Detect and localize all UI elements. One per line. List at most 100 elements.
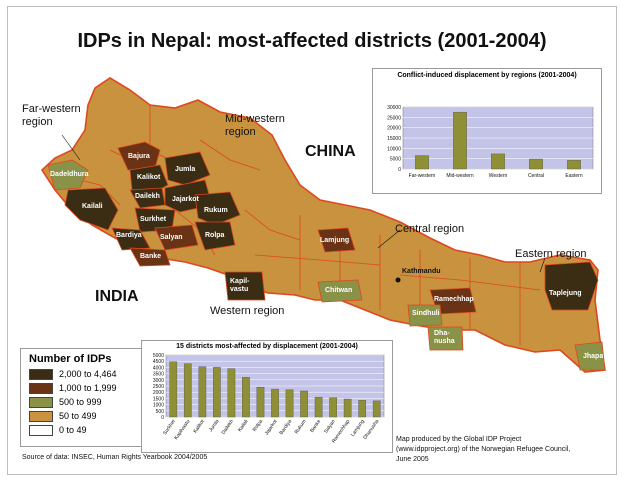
bar-jumla — [213, 367, 221, 418]
legend-swatch-5 — [29, 424, 53, 436]
district-jhapa-shape — [574, 341, 606, 371]
bar-farwestern — [415, 155, 429, 170]
region-label-far-western: Far-western region — [22, 103, 81, 128]
x-tick-label: Jumla — [208, 419, 221, 434]
regions-chart-panel: Conflict-induced displacement by regions… — [372, 68, 602, 194]
region-label-western: Western region — [210, 305, 285, 317]
district-label-bardiya: Bardiya — [116, 232, 142, 239]
bar-central — [529, 158, 543, 170]
bar-jajarkot — [271, 388, 279, 418]
x-tick-label: Rolpa — [252, 419, 265, 433]
x-tick-label: Kailali — [237, 419, 250, 433]
regions-chart-title: Conflict-induced displacement by regions… — [397, 72, 577, 79]
legend-label-1: 2,000 to 4,464 — [59, 369, 117, 379]
bar-rukum — [300, 390, 308, 418]
y-tick-label: 30000 — [387, 105, 401, 111]
y-tick-label: 0 — [161, 415, 164, 421]
bar-dailekh — [227, 368, 236, 418]
x-tick-label: Rukum — [294, 419, 308, 435]
credit-line-1: Map produced by the Global IDP Project — [396, 436, 522, 443]
bar-kalikot — [198, 366, 207, 418]
district-chitwan-shape — [317, 279, 363, 303]
legend-panel: Number of IDPs 2,000 to 4,464 1,000 to 1… — [20, 348, 144, 447]
district-sindhuli-shape — [407, 304, 443, 327]
far-western-pointer — [61, 134, 81, 161]
credit-line-3: June 2005 — [396, 456, 429, 463]
country-label-india: INDIA — [95, 288, 139, 305]
y-tick-label: 25000 — [387, 115, 401, 121]
district-rukum-shape — [194, 191, 241, 226]
district-jumla-shape — [164, 151, 211, 186]
bar-banke — [314, 396, 323, 418]
country-label-china: CHINA — [305, 143, 356, 160]
y-tick-label: 2500 — [153, 384, 164, 390]
district-lamjung-shape — [317, 227, 356, 253]
eastern-pointer — [539, 257, 546, 273]
districts-chart-title: 15 districts most-affected by displaceme… — [176, 343, 358, 350]
y-tick-label: 10000 — [387, 146, 401, 152]
region-label-mid-western: Mid-western region — [225, 113, 285, 138]
central-pointer — [377, 229, 401, 249]
legend-label-5: 0 to 49 — [59, 425, 87, 435]
district-label-dadeldhura: Dadeldhura — [50, 171, 89, 178]
x-tick-label: Eastern — [565, 173, 582, 179]
y-tick-label: 2000 — [153, 390, 164, 396]
legend-item: 50 to 499 — [29, 409, 143, 423]
bar-lamjung — [358, 400, 367, 418]
district-dadeldhura-shape — [47, 159, 89, 191]
x-tick-label: Dailekh — [221, 419, 236, 436]
y-tick-label: 15000 — [387, 136, 401, 142]
y-tick-label: 5000 — [390, 157, 401, 163]
legend-swatch-3 — [29, 396, 53, 408]
district-rolpa-shape — [194, 221, 236, 251]
kathmandu-marker — [395, 277, 401, 283]
bar-kapilvastu — [183, 363, 192, 418]
district-label-dailekh: Dailekh — [135, 193, 160, 200]
y-tick-label: 20000 — [387, 126, 401, 132]
legend-item: 0 to 49 — [29, 423, 143, 437]
district-kailali-shape — [64, 187, 119, 231]
y-tick-label: 500 — [156, 409, 165, 415]
district-salyan-shape — [154, 224, 199, 251]
y-tick-label: 1500 — [153, 396, 164, 402]
regions-chart: 0 5000 10000 15000 20000 25000 30000 Far-wester… — [387, 105, 594, 179]
district-label-taplejung: Taplejung — [549, 290, 582, 297]
capital-label-kathmandu: Kathmandu — [402, 268, 441, 275]
district-label-banke: Banke — [140, 253, 162, 260]
district-label-ramechhap: Ramechhap — [434, 296, 474, 303]
bar-western — [491, 153, 505, 170]
legend-item: 2,000 to 4,464 — [29, 367, 143, 381]
credit-line-2: (www.idpproject.org) of the Norwegian Re… — [396, 446, 571, 453]
district-label-jumla: Jumla — [175, 166, 196, 173]
bar-eastern — [567, 160, 581, 170]
region-label-eastern: Eastern region — [515, 248, 587, 260]
legend-item: 1,000 to 1,999 — [29, 381, 143, 395]
districts-chart: 0500100015002000250030003500400045005000… — [153, 353, 385, 444]
legend-label-3: 500 to 999 — [59, 397, 102, 407]
x-tick-label: Banke — [309, 419, 322, 434]
y-tick-label: 3000 — [153, 378, 164, 384]
district-label-kalikot: Kalikot — [137, 174, 161, 181]
legend-label-2: 1,000 to 1,999 — [59, 383, 117, 393]
x-tick-label: Salyan — [323, 419, 337, 435]
y-tick-label: 1000 — [153, 403, 164, 409]
x-tick-label: Bardiya — [279, 419, 294, 437]
y-tick-label: 4000 — [153, 365, 164, 371]
district-label-salyan: Salyan — [160, 234, 183, 241]
district-kapilvastu-shape — [224, 271, 266, 301]
districts-chart-panel: 15 districts most-affected by displaceme… — [141, 340, 393, 453]
district-dhanusha-shape — [427, 326, 464, 351]
y-tick-label: 4500 — [153, 359, 164, 365]
x-tick-label: Far-western — [409, 173, 436, 179]
district-bardiya-shape — [111, 227, 151, 251]
bar-salyan — [329, 397, 337, 418]
district-label-rolpa: Rolpa — [205, 232, 225, 239]
district-bajura-shape — [117, 141, 161, 171]
page-frame — [7, 6, 617, 475]
bar-rolpa — [256, 387, 265, 418]
bar-ramechhap — [343, 398, 352, 418]
bar-bardiya — [285, 389, 294, 418]
region-label-central: Central region — [395, 223, 465, 235]
